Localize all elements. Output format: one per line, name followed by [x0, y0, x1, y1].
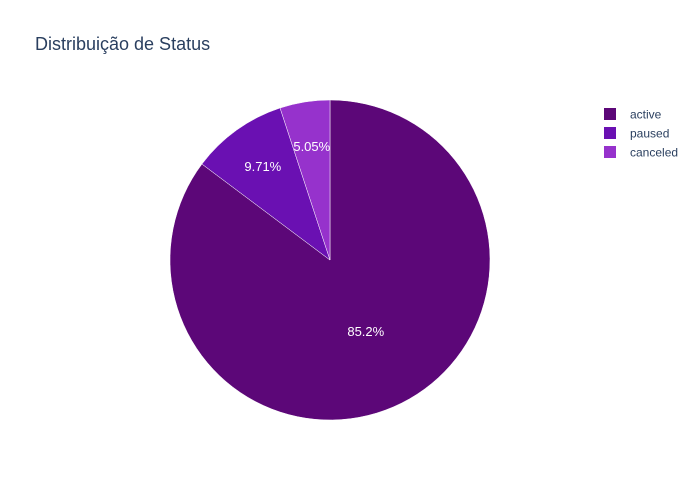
pie-slice-paused — [201, 107, 331, 261]
pie-slice-label-paused: 9.71% — [244, 159, 281, 174]
legend-item-paused[interactable]: paused — [604, 127, 669, 141]
legend-item-canceled[interactable]: canceled — [604, 146, 678, 160]
legend-label-paused: paused — [630, 127, 669, 141]
legend-swatch-canceled — [604, 146, 616, 158]
legend-label-canceled: canceled — [630, 146, 678, 160]
chart-title: Distribuição de Status — [35, 34, 210, 54]
legend-item-active[interactable]: active — [604, 108, 662, 122]
legend-swatch-paused — [604, 127, 616, 139]
pie-slice-label-canceled: 5.05% — [293, 139, 330, 154]
legend-swatch-active — [604, 108, 616, 120]
legend: active paused canceled — [604, 108, 678, 160]
pie-slice-canceled — [279, 99, 331, 261]
pie-slice-active — [169, 99, 491, 421]
pie-slices — [169, 99, 491, 421]
legend-label-active: active — [630, 108, 662, 122]
pie-slice-label-active: 85.2% — [347, 324, 384, 339]
pie-slice-labels: 85.2% 9.71% 5.05% — [244, 139, 384, 339]
